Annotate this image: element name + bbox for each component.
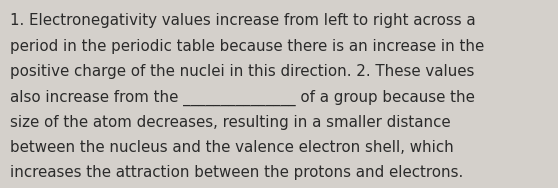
Text: also increase from the _______________ of a group because the: also increase from the _______________ o…: [10, 89, 475, 105]
Text: between the nucleus and the valence electron shell, which: between the nucleus and the valence elec…: [10, 140, 454, 155]
Text: period in the periodic table because there is an increase in the: period in the periodic table because the…: [10, 39, 484, 54]
Text: size of the atom decreases, resulting in a smaller distance: size of the atom decreases, resulting in…: [10, 115, 451, 130]
Text: increases the attraction between the protons and electrons.: increases the attraction between the pro…: [10, 165, 463, 180]
Text: 1. Electronegativity values increase from left to right across a: 1. Electronegativity values increase fro…: [10, 13, 475, 28]
Text: positive charge of the nuclei in this direction. 2. These values: positive charge of the nuclei in this di…: [10, 64, 474, 79]
